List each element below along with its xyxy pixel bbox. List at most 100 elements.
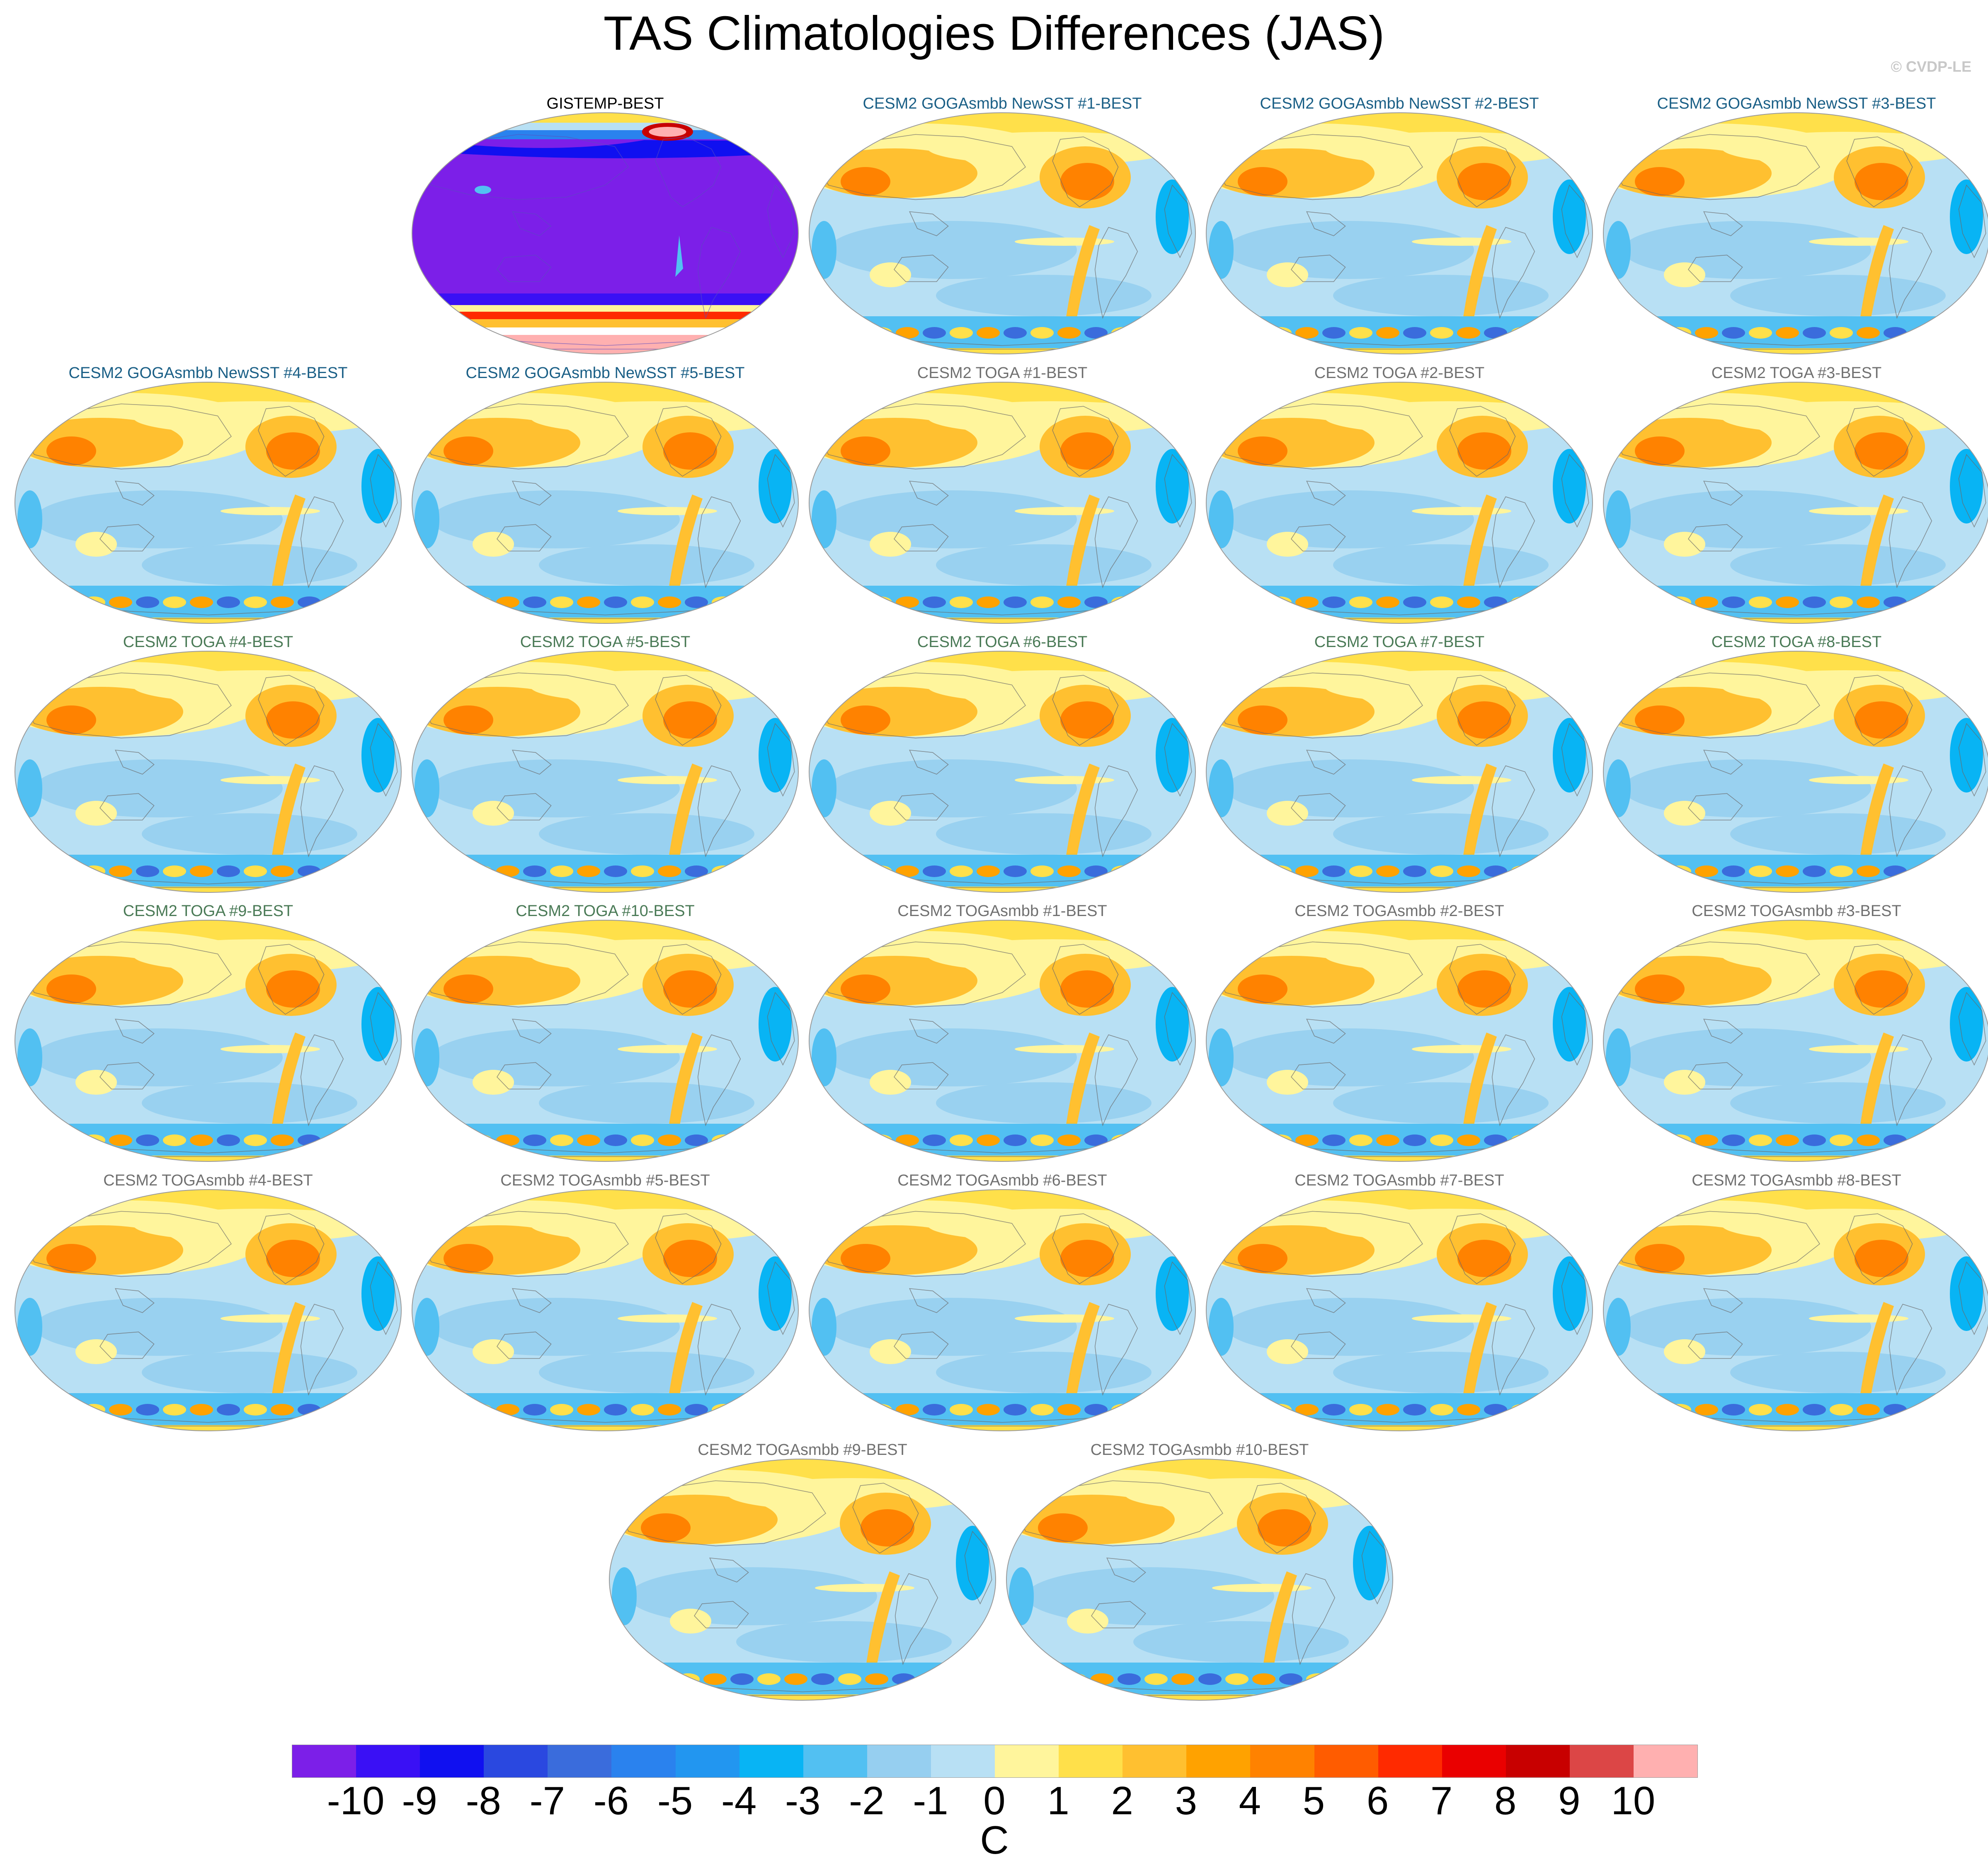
colorbar: [292, 1745, 1698, 1778]
panel-title: CESM2 GOGAsmbb NewSST #1-BEST: [863, 95, 1142, 112]
colorbar-tick-label: -5: [657, 1779, 693, 1823]
panel-title: CESM2 TOGA #6-BEST: [917, 633, 1088, 651]
panel-title: CESM2 TOGAsmbb #3-BEST: [1692, 902, 1901, 920]
map-panel: CESM2 TOGA #7-BEST: [1200, 633, 1598, 894]
colorbar-tick-label: 4: [1239, 1779, 1261, 1823]
colorbar-segment: [1633, 1745, 1698, 1777]
world-map: [412, 920, 799, 1162]
colorbar-segment: [484, 1745, 548, 1777]
panel-title: CESM2 TOGA #1-BEST: [917, 364, 1088, 382]
map-panel: CESM2 GOGAsmbb NewSST #2-BEST: [1200, 95, 1598, 356]
colorbar-segment: [1314, 1745, 1378, 1777]
colorbar-segment: [1442, 1745, 1506, 1777]
map-panel: CESM2 TOGA #4-BEST: [9, 633, 407, 894]
world-map: [1206, 651, 1593, 893]
colorbar-tick-label: -2: [849, 1779, 885, 1823]
map-panel: CESM2 TOGAsmbb #5-BEST: [406, 1171, 804, 1433]
world-map: [1603, 1189, 1988, 1431]
map-panel: CESM2 TOGAsmbb #3-BEST: [1598, 902, 1988, 1163]
colorbar-segment: [1569, 1745, 1634, 1777]
world-map: [809, 651, 1196, 893]
map-panel: CESM2 TOGAsmbb #2-BEST: [1200, 902, 1598, 1163]
colorbar-segment: [1122, 1745, 1187, 1777]
world-map: [809, 920, 1196, 1162]
panel-title: CESM2 TOGAsmbb #7-BEST: [1295, 1172, 1504, 1189]
panel-title: CESM2 TOGA #7-BEST: [1314, 633, 1485, 651]
panel-title: CESM2 TOGAsmbb #4-BEST: [103, 1172, 313, 1189]
world-map: [412, 651, 799, 893]
colorbar-tick-label: -10: [327, 1779, 385, 1823]
colorbar-tick-label: 3: [1175, 1779, 1197, 1823]
colorbar-tick-label: 2: [1111, 1779, 1133, 1823]
world-map: [1603, 920, 1988, 1162]
panel-title: CESM2 TOGAsmbb #9-BEST: [698, 1441, 907, 1459]
world-map: [15, 920, 402, 1162]
map-panel: CESM2 GOGAsmbb NewSST #4-BEST: [9, 364, 407, 625]
panel-title: CESM2 TOGA #10-BEST: [516, 902, 695, 920]
colorbar-tick-label: 10: [1611, 1779, 1656, 1823]
colorbar-segment: [995, 1745, 1059, 1777]
colorbar-tick-label: 7: [1430, 1779, 1453, 1823]
colorbar-tick-label: -3: [785, 1779, 821, 1823]
colorbar-tick-label: 5: [1302, 1779, 1325, 1823]
panel-title: CESM2 TOGA #5-BEST: [520, 633, 691, 651]
colorbar-tick-label: -6: [593, 1779, 629, 1823]
world-map: [609, 1459, 996, 1701]
panel-title: CESM2 TOGAsmbb #1-BEST: [897, 902, 1107, 920]
world-map: [1603, 382, 1988, 624]
panel-title: CESM2 TOGAsmbb #2-BEST: [1295, 902, 1504, 920]
colorbar-segment: [867, 1745, 931, 1777]
colorbar-tick-label: -7: [529, 1779, 565, 1823]
map-panel: CESM2 TOGAsmbb #10-BEST: [1001, 1441, 1399, 1702]
colorbar-segment: [1506, 1745, 1570, 1777]
colorbar-segment: [739, 1745, 803, 1777]
panel-title: CESM2 GOGAsmbb NewSST #4-BEST: [68, 364, 348, 382]
colorbar-segment: [420, 1745, 484, 1777]
colorbar-segment: [675, 1745, 739, 1777]
world-map: [809, 112, 1196, 354]
colorbar-tick-label: -8: [465, 1779, 501, 1823]
panel-title: CESM2 TOGAsmbb #6-BEST: [897, 1172, 1107, 1189]
colorbar-segment: [292, 1745, 356, 1777]
colorbar-segment: [356, 1745, 420, 1777]
map-panel: CESM2 TOGAsmbb #9-BEST: [604, 1441, 1001, 1702]
figure-title: TAS Climatologies Differences (JAS): [603, 6, 1385, 60]
credit-label: © CVDP-LE: [1891, 58, 1971, 75]
world-map: [412, 382, 799, 624]
colorbar-tick-label: -1: [913, 1779, 948, 1823]
panel-title: CESM2 GOGAsmbb NewSST #3-BEST: [1657, 95, 1936, 112]
colorbar-tick-label: 0: [983, 1779, 1006, 1823]
colorbar-segment: [1186, 1745, 1251, 1777]
panel-title: CESM2 TOGAsmbb #8-BEST: [1692, 1172, 1901, 1189]
map-panel: CESM2 TOGA #9-BEST: [9, 902, 407, 1163]
colorbar-units: C: [980, 1818, 1009, 1862]
colorbar-segment: [1378, 1745, 1442, 1777]
map-panel: CESM2 TOGAsmbb #7-BEST: [1200, 1171, 1598, 1433]
world-map: [1603, 651, 1988, 893]
map-panel: CESM2 TOGAsmbb #8-BEST: [1598, 1171, 1988, 1433]
colorbar-tick-label: 8: [1494, 1779, 1517, 1823]
world-map: [1206, 112, 1593, 354]
world-map: [1206, 920, 1593, 1162]
colorbar-segment: [1059, 1745, 1123, 1777]
panel-title: CESM2 TOGAsmbb #5-BEST: [500, 1172, 710, 1189]
colorbar-tick-label: 6: [1366, 1779, 1389, 1823]
panel-title: CESM2 TOGA #3-BEST: [1711, 364, 1882, 382]
world-map: [15, 1189, 402, 1431]
map-panel: CESM2 TOGA #6-BEST: [803, 633, 1201, 894]
world-map: [1206, 1189, 1593, 1431]
world-map: [412, 1189, 799, 1431]
map-panel: CESM2 TOGA #3-BEST: [1598, 364, 1988, 625]
colorbar-tick-label: -9: [402, 1779, 437, 1823]
world-map: [412, 112, 799, 354]
colorbar-segment: [548, 1745, 612, 1777]
world-map: [1006, 1459, 1393, 1701]
panel-title: CESM2 TOGA #4-BEST: [123, 633, 293, 651]
map-panel: CESM2 TOGA #8-BEST: [1598, 633, 1988, 894]
map-panel: CESM2 TOGA #5-BEST: [406, 633, 804, 894]
map-panel: CESM2 GOGAsmbb NewSST #1-BEST: [803, 95, 1201, 356]
colorbar-tick-label: -4: [721, 1779, 757, 1823]
world-map: [15, 651, 402, 893]
map-panel: GISTEMP-BEST: [406, 95, 804, 356]
panel-title: CESM2 TOGA #8-BEST: [1711, 633, 1882, 651]
